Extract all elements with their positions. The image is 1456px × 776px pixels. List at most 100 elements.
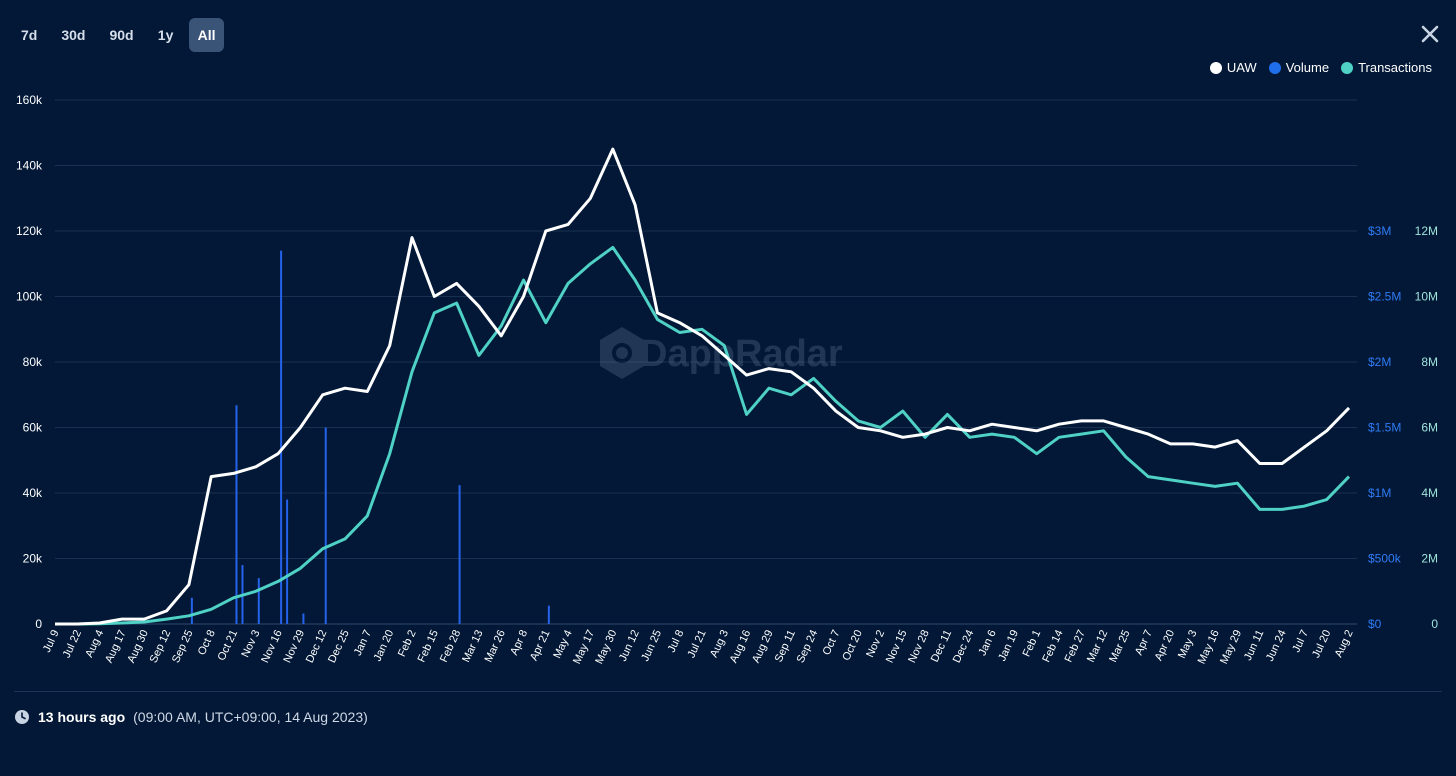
clock-icon bbox=[15, 710, 29, 724]
x-tick-label: Jul 8 bbox=[666, 628, 687, 654]
x-tick-label: Oct 20 bbox=[840, 628, 865, 662]
x-tick-label: Oct 21 bbox=[216, 628, 241, 662]
y-tx-tick-label: 4M bbox=[1421, 486, 1438, 500]
x-tick-label: Apr 8 bbox=[508, 628, 530, 657]
x-tick-label: Jun 24 bbox=[1264, 628, 1289, 663]
legend-label-volume: Volume bbox=[1285, 60, 1330, 75]
x-tick-label: May 3 bbox=[1176, 628, 1200, 660]
x-tick-label: Apr 7 bbox=[1133, 628, 1155, 657]
volume-bar bbox=[302, 613, 305, 624]
x-tick-label: Jul 20 bbox=[1310, 628, 1333, 660]
x-tick-label: May 30 bbox=[593, 628, 619, 666]
chart: DappRadar 0 20k 40k 60k 80k 100k 120k 140k 160k $0… bbox=[16, 93, 1438, 666]
x-tick-label: Aug 4 bbox=[83, 628, 106, 659]
legend-label-transactions: Transactions bbox=[1358, 60, 1432, 75]
watermark-icon bbox=[600, 327, 644, 379]
volume-bar bbox=[547, 605, 550, 624]
last-updated-relative: 13 hours ago bbox=[38, 709, 126, 725]
x-tick-label: Nov 3 bbox=[239, 628, 262, 659]
legend-item-uaw[interactable]: UAW bbox=[1209, 60, 1257, 75]
legend-dot-uaw bbox=[1209, 61, 1222, 74]
x-tick-label: Jan 6 bbox=[977, 628, 999, 657]
volume-bar bbox=[190, 597, 193, 624]
y-left-tick-label: 140k bbox=[16, 159, 43, 173]
y-volume-tick-label: $2.5M bbox=[1368, 290, 1401, 304]
legend-item-volume[interactable]: Volume bbox=[1268, 60, 1330, 75]
x-tick-label: May 29 bbox=[1218, 628, 1244, 666]
x-tick-label: Feb 2 bbox=[396, 628, 419, 659]
x-tick-label: Apr 21 bbox=[528, 628, 553, 662]
y-left-tick-label: 120k bbox=[16, 224, 43, 238]
x-tick-label: Jun 12 bbox=[617, 628, 642, 663]
volume-bar bbox=[280, 250, 283, 624]
y-left-tick-label: 80k bbox=[23, 355, 43, 369]
x-tick-label: Oct 7 bbox=[821, 628, 843, 657]
y-volume-tick-label: $3M bbox=[1368, 224, 1391, 238]
x-tick-label: Nov 2 bbox=[864, 628, 887, 659]
x-tick-label: May 4 bbox=[551, 628, 575, 660]
volume-bar bbox=[458, 485, 461, 624]
y-volume-tick-label: $0 bbox=[1368, 617, 1382, 631]
watermark-logo: DappRadar bbox=[600, 327, 843, 379]
x-tick-label: Dec 25 bbox=[326, 628, 352, 665]
y-left-tick-label: 0 bbox=[35, 617, 42, 631]
x-tick-label: Jun 25 bbox=[639, 628, 664, 663]
x-tick-label: Jan 19 bbox=[996, 628, 1021, 663]
transactions-line bbox=[55, 245, 1351, 626]
x-tick-label: Mar 25 bbox=[1107, 628, 1132, 664]
x-tick-label: Apr 20 bbox=[1153, 628, 1178, 662]
y-tx-tick-label: 10M bbox=[1415, 290, 1438, 304]
x-tick-label: Mar 26 bbox=[483, 628, 508, 664]
x-tick-label: Jun 11 bbox=[1242, 628, 1266, 662]
x-tick-label: Oct 8 bbox=[196, 628, 218, 657]
x-tick-label: Jan 7 bbox=[352, 628, 374, 657]
legend-dot-transactions bbox=[1341, 61, 1354, 74]
y-tx-tick-label: 0 bbox=[1431, 617, 1438, 631]
volume-bar bbox=[286, 499, 289, 624]
tab-90d[interactable]: 90d bbox=[109, 27, 134, 43]
footer-divider bbox=[14, 691, 1442, 692]
y-volume-tick-label: $1M bbox=[1368, 486, 1391, 500]
y-left-tick-label: 60k bbox=[23, 421, 43, 435]
chart-legend: UAW Volume Transactions bbox=[1209, 60, 1432, 75]
tab-1y[interactable]: 1y bbox=[157, 27, 174, 43]
x-tick-label: Aug 2 bbox=[1333, 628, 1356, 659]
y-tx-tick-label: 12M bbox=[1415, 224, 1438, 238]
x-tick-label: Dec 24 bbox=[951, 628, 977, 665]
y-left-tick-label: 100k bbox=[16, 290, 43, 304]
y-volume-tick-label: $1.5M bbox=[1368, 421, 1401, 435]
y-volume-tick-label: $2M bbox=[1368, 355, 1391, 369]
volume-bar bbox=[235, 405, 238, 624]
last-updated: 13 hours ago (09:00 AM, UTC+09:00, 14 Au… bbox=[14, 709, 368, 725]
y-tx-tick-label: 6M bbox=[1421, 421, 1438, 435]
x-tick-label: Jul 22 bbox=[61, 628, 84, 660]
x-tick-label: Sep 24 bbox=[795, 628, 821, 665]
legend-item-transactions[interactable]: Transactions bbox=[1341, 60, 1432, 75]
x-tick-label: Jul 21 bbox=[685, 628, 708, 660]
tab-all[interactable]: All bbox=[188, 18, 225, 52]
y-left-tick-label: 20k bbox=[23, 552, 43, 566]
volume-bar bbox=[324, 427, 327, 624]
y-tx-tick-label: 2M bbox=[1421, 552, 1438, 566]
y-left-tick-label: 40k bbox=[23, 486, 43, 500]
watermark-icon-ring bbox=[612, 343, 632, 363]
close-button[interactable] bbox=[1418, 22, 1442, 46]
y-tx-tick-label: 8M bbox=[1421, 355, 1438, 369]
x-tick-label: Jul 7 bbox=[1290, 628, 1311, 654]
watermark-text: DappRadar bbox=[640, 333, 843, 375]
legend-label-uaw: UAW bbox=[1226, 60, 1257, 75]
y-left-tick-label: 160k bbox=[16, 93, 43, 107]
x-tick-label: Sep 25 bbox=[170, 628, 196, 665]
tab-7d[interactable]: 7d bbox=[21, 27, 38, 43]
volume-bar bbox=[257, 578, 260, 624]
last-updated-absolute: (09:00 AM, UTC+09:00, 14 Aug 2023) bbox=[133, 709, 368, 725]
y-volume-tick-label: $500k bbox=[1368, 552, 1402, 566]
range-tabs: 7d 30d 90d 1y All bbox=[12, 18, 225, 52]
legend-dot-volume bbox=[1268, 61, 1281, 74]
uaw-line bbox=[55, 147, 1351, 626]
x-tick-label: Feb 1 bbox=[1021, 628, 1044, 659]
close-icon bbox=[1421, 25, 1439, 43]
x-tick-label: Jul 9 bbox=[41, 628, 62, 654]
x-tick-label: Jan 20 bbox=[372, 628, 397, 663]
tab-30d[interactable]: 30d bbox=[61, 27, 86, 43]
